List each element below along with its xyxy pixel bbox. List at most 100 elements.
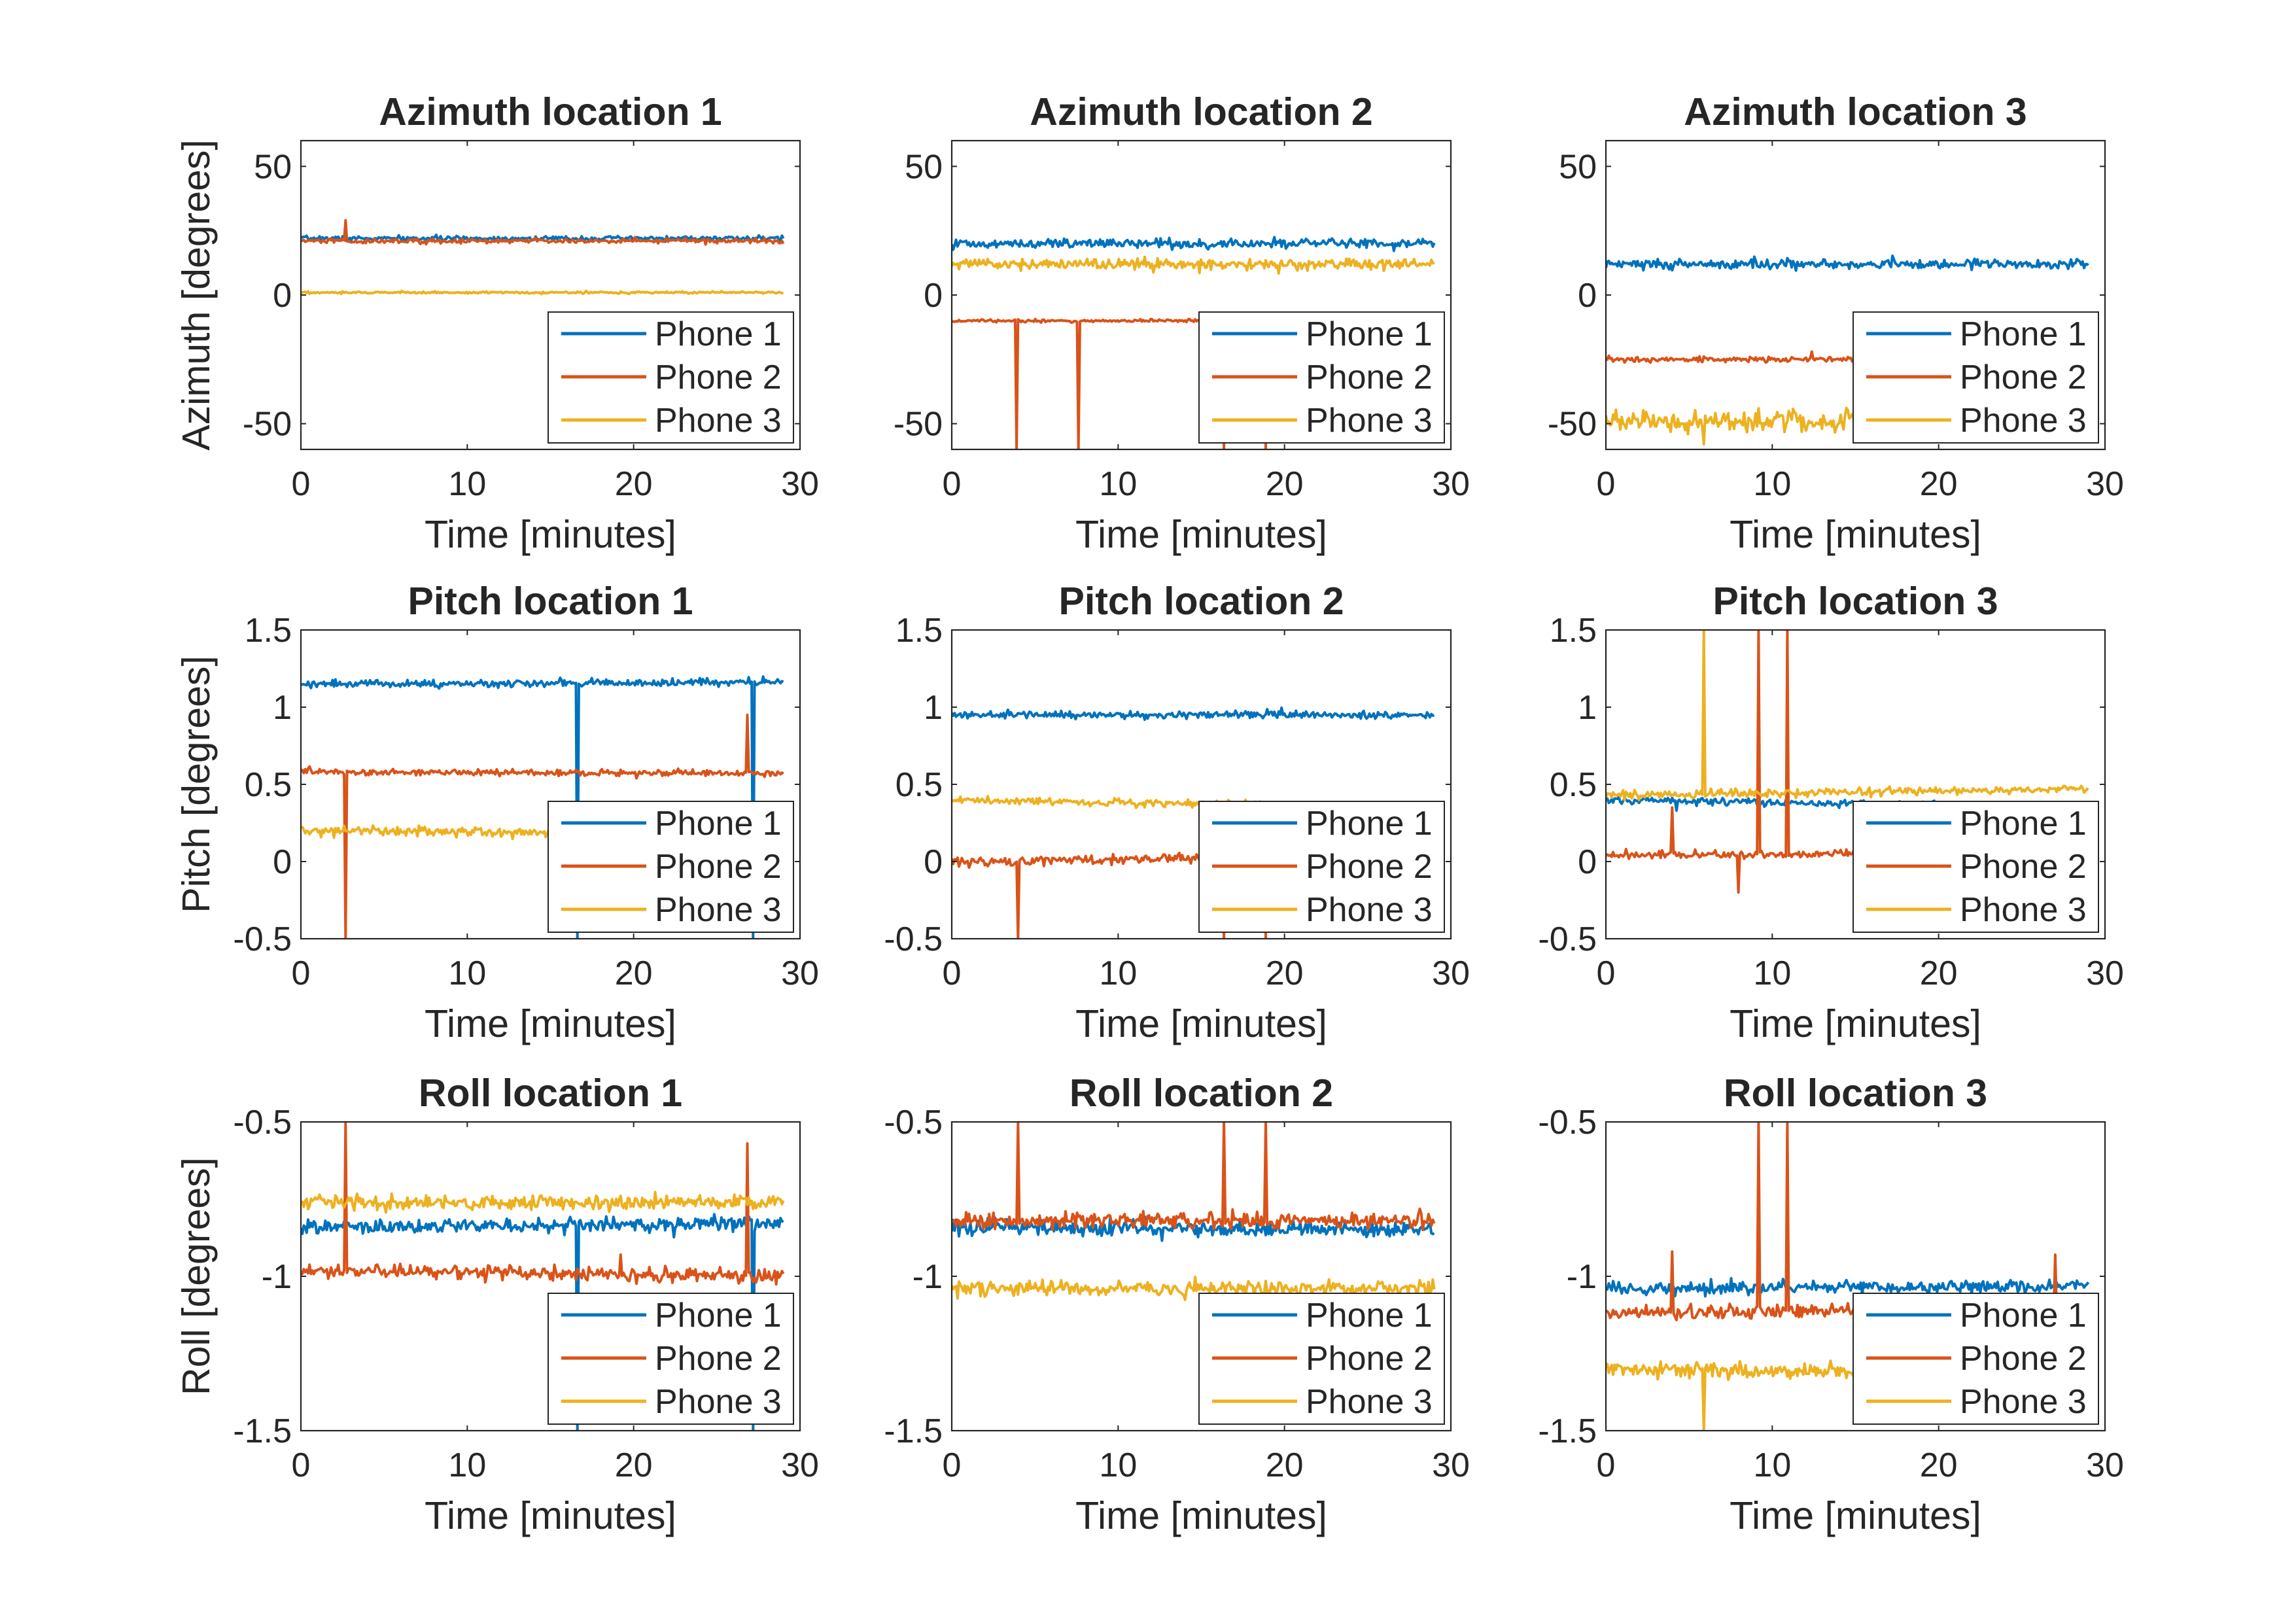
y-tick-label: -0.5 (1538, 1104, 1597, 1142)
legend-label: Phone 1 (655, 1297, 782, 1335)
x-tick-label: 10 (448, 1446, 486, 1484)
x-axis-label: Time [minutes] (1730, 513, 1981, 556)
legend-label: Phone 3 (1306, 891, 1433, 929)
legend-label: Phone 2 (655, 848, 782, 886)
x-axis-label: Time [minutes] (1730, 1002, 1981, 1045)
y-tick-label: -0.5 (884, 920, 943, 958)
legend-label: Phone 1 (1306, 315, 1433, 353)
x-tick-label: 20 (1266, 465, 1304, 503)
y-tick-label: 1 (924, 689, 943, 727)
legend: Phone 1 Phone 2 Phone 3 (1198, 311, 1445, 444)
y-tick-label: -50 (894, 406, 943, 444)
legend-label: Phone 3 (655, 1383, 782, 1421)
x-tick-label: 0 (292, 954, 311, 992)
chart-title: Azimuth location 2 (1030, 90, 1372, 133)
x-tick-label: 30 (1432, 465, 1470, 503)
series-group (301, 1122, 785, 1431)
legend-label: Phone 2 (1960, 1340, 2087, 1378)
y-tick-label: 50 (905, 148, 943, 186)
x-tick-label: 20 (1920, 954, 1958, 992)
series-line-phone-1 (1606, 1277, 2090, 1299)
legend-label: Phone 1 (1960, 315, 2087, 353)
y-tick-label: -0.5 (233, 1104, 292, 1142)
legend-label: Phone 3 (1306, 402, 1433, 440)
x-axis-label: Time [minutes] (1730, 1494, 1981, 1537)
y-axis-label: Roll [degrees] (175, 1157, 218, 1395)
subplot-8: 0 10 20 30 -1.5 -1 -0.5 Roll location 2 Time [mi… (884, 1072, 1470, 1537)
x-axis-label: Time [minutes] (425, 1002, 676, 1045)
y-tick-label: -1.5 (1538, 1412, 1597, 1450)
y-axis-label: Azimuth [degrees] (175, 139, 218, 451)
y-tick-label: 0 (924, 843, 943, 881)
x-tick-label: 0 (943, 1446, 962, 1484)
legend: Phone 1 Phone 2 Phone 3 (1852, 311, 2099, 444)
y-tick-label: -50 (243, 406, 292, 444)
x-tick-label: 0 (1597, 1446, 1616, 1484)
chart-title: Pitch location 3 (1713, 580, 1998, 623)
x-axis-label: Time [minutes] (1075, 1494, 1327, 1537)
x-tick-label: 10 (448, 954, 486, 992)
x-tick-label: 30 (1432, 1446, 1470, 1484)
series-group (301, 218, 785, 296)
x-tick-label: 20 (1266, 1446, 1304, 1484)
x-axis-label: Time [minutes] (1075, 513, 1327, 556)
y-tick-label: 1.5 (1550, 612, 1597, 650)
y-tick-label: -0.5 (884, 1104, 943, 1142)
y-tick-label: 0.5 (896, 766, 943, 804)
y-tick-label: 1.5 (245, 612, 292, 650)
series-line-phone-1 (301, 234, 785, 243)
y-axis-label: Pitch [degrees] (175, 655, 218, 913)
series-line-phone-1 (952, 236, 1436, 253)
x-tick-label: 30 (2086, 1446, 2124, 1484)
legend: Phone 1 Phone 2 Phone 3 (548, 1293, 794, 1425)
y-tick-label: -1 (262, 1258, 292, 1296)
x-tick-label: 0 (943, 465, 962, 503)
y-tick-label: -50 (1548, 406, 1597, 444)
chart-title: Azimuth location 1 (379, 90, 722, 133)
series-line-phone-2 (301, 713, 784, 939)
x-tick-label: 0 (1597, 954, 1616, 992)
y-tick-label: 0 (273, 277, 292, 315)
legend-label: Phone 3 (655, 402, 782, 440)
legend: Phone 1 Phone 2 Phone 3 (548, 801, 794, 933)
chart-title: Roll location 1 (419, 1072, 682, 1115)
series-line-phone-1 (952, 706, 1435, 722)
legend-label: Phone 1 (655, 315, 782, 353)
series-line-phone-1 (301, 1213, 784, 1431)
x-tick-label: 20 (615, 954, 653, 992)
x-tick-label: 0 (1597, 465, 1616, 503)
legend-label: Phone 2 (1960, 848, 2087, 886)
x-tick-label: 10 (1099, 954, 1137, 992)
legend-label: Phone 2 (655, 358, 782, 396)
legend: Phone 1 Phone 2 Phone 3 (1198, 801, 1445, 933)
x-tick-label: 30 (781, 954, 819, 992)
y-tick-label: 0 (924, 277, 943, 315)
x-tick-label: 0 (292, 1446, 311, 1484)
x-tick-label: 30 (2086, 954, 2124, 992)
x-tick-label: 10 (1753, 465, 1791, 503)
legend-label: Phone 2 (655, 1340, 782, 1378)
x-tick-label: 20 (615, 1446, 653, 1484)
legend: Phone 1 Phone 2 Phone 3 (1852, 801, 2099, 933)
legend-label: Phone 3 (655, 891, 782, 929)
x-tick-label: 10 (1753, 954, 1791, 992)
subplot-7: 0 10 20 30 -1.5 -1 -0.5 Roll location 1 Time [mi… (175, 1072, 819, 1537)
legend-label: Phone 2 (1306, 1340, 1433, 1378)
series-line-phone-2 (301, 218, 785, 246)
legend-label: Phone 3 (1960, 402, 2087, 440)
x-tick-label: 20 (1266, 954, 1304, 992)
x-axis-label: Time [minutes] (1075, 1002, 1327, 1045)
legend-label: Phone 2 (1960, 358, 2087, 396)
legend-label: Phone 3 (1960, 891, 2087, 929)
legend-label: Phone 1 (655, 805, 782, 843)
x-tick-label: 30 (1432, 954, 1470, 992)
legend-label: Phone 1 (1306, 805, 1433, 843)
series-line-phone-3 (952, 255, 1435, 275)
x-axis-label: Time [minutes] (425, 1494, 676, 1537)
y-tick-label: 1 (273, 689, 292, 727)
